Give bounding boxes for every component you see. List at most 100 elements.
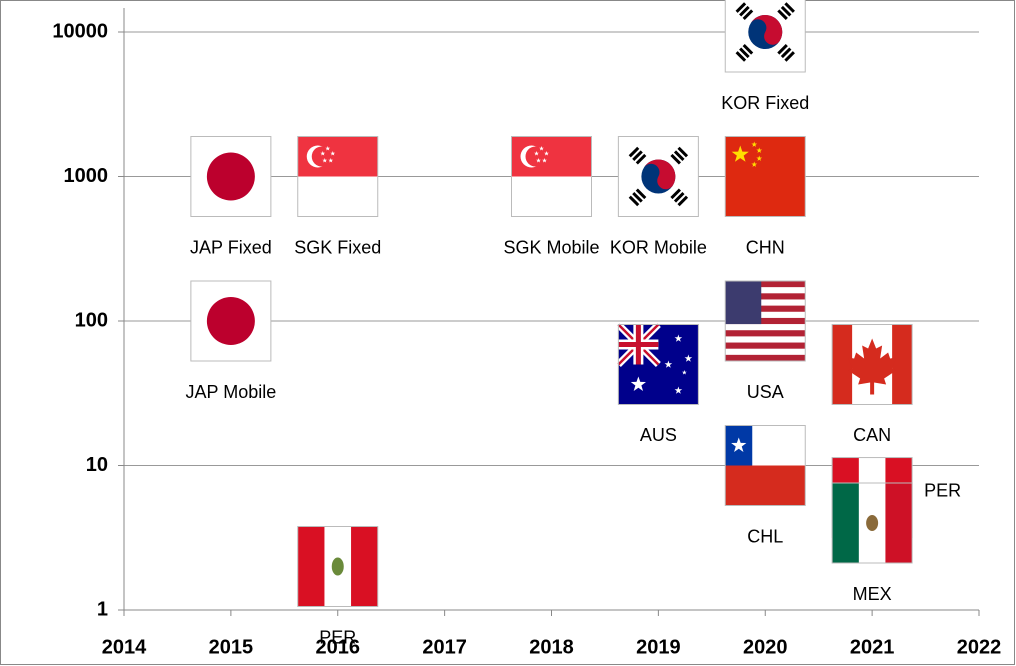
x-tick-label: 2016 [316, 636, 361, 658]
flag-stripe [725, 342, 806, 349]
y-tick-label: 10 [86, 454, 108, 476]
y-tick-label: 1 [97, 598, 108, 620]
flag-marker [831, 482, 913, 564]
flag-frame [724, 0, 806, 73]
flag-band [832, 483, 859, 564]
flag-marker [617, 136, 699, 217]
x-tick-label: 2019 [636, 636, 681, 658]
flag-bar [628, 146, 640, 158]
flag-bar [677, 146, 689, 158]
flag-star [544, 151, 549, 156]
flag-field [511, 176, 592, 217]
flag-star [630, 376, 646, 391]
flag-stripe [725, 330, 806, 337]
flag-marker [190, 136, 272, 217]
flag-bar [673, 150, 685, 161]
y-tick-label: 1000 [64, 165, 109, 187]
point-label: CHL [747, 526, 783, 546]
flag-star [674, 386, 683, 394]
point-label: PER [924, 480, 961, 500]
point-label: CHN [746, 237, 785, 257]
flag-marker [511, 136, 592, 217]
flag-frame [617, 136, 699, 217]
flag-star [330, 151, 336, 156]
flag-bar [784, 2, 795, 13]
flag-star [731, 437, 747, 452]
flag-frame [297, 136, 379, 217]
flag-star [751, 161, 758, 167]
flag-band [885, 483, 913, 564]
flag-star [539, 146, 544, 151]
flag-stripe [725, 293, 806, 300]
flag-stripe [725, 311, 806, 319]
flag-stripe [725, 324, 806, 331]
flag-marker [190, 280, 272, 362]
flag-marker [724, 280, 806, 362]
x-tick-label: 2017 [422, 636, 467, 658]
flag-disc [750, 15, 783, 45]
flag-stripe [725, 299, 806, 306]
flag-moon [525, 146, 546, 167]
flag-frame [724, 280, 806, 362]
flag-star [534, 151, 539, 156]
flag-star [751, 141, 758, 147]
point-label: AUS [640, 425, 677, 445]
flag-star [320, 151, 326, 156]
flag-bar [780, 47, 792, 59]
flag-bar [735, 51, 747, 62]
flag-emblem [866, 515, 879, 532]
flag-star [664, 360, 673, 368]
flag-bar [670, 153, 682, 165]
flag-band [832, 324, 853, 405]
flag-bar [632, 192, 643, 203]
flag-marker [831, 323, 913, 405]
flag-bar [739, 5, 750, 17]
flag-star [756, 147, 763, 153]
flag-bar [742, 9, 754, 20]
flag-star [756, 155, 763, 161]
flag-stripe [725, 354, 806, 362]
flag-frame [297, 526, 379, 608]
flag-bar [632, 150, 643, 161]
flag-marker [724, 0, 806, 73]
point-label: JAP Fixed [190, 237, 272, 257]
flag-bar [670, 188, 682, 200]
flag-bar [777, 9, 788, 20]
flag-stripe [725, 336, 806, 343]
x-tick-label: 2020 [743, 636, 788, 658]
x-tick-label: 2014 [102, 636, 147, 658]
flag-field [297, 176, 378, 217]
point-label: KOR Mobile [610, 237, 707, 257]
flag-moon [311, 146, 332, 167]
flag-star [731, 145, 749, 162]
flag-stripe [725, 317, 806, 325]
flag-marker [724, 136, 806, 217]
flag-band [892, 324, 913, 405]
point-label: PER [319, 627, 356, 647]
flag-emblem [331, 557, 344, 576]
flag-marker [297, 136, 379, 217]
y-tick-label: 100 [75, 309, 108, 331]
flag-frame [724, 425, 806, 506]
point-label: MEX [853, 584, 892, 604]
flag-union [618, 324, 659, 365]
flag-bar [628, 195, 640, 207]
flag-marker [724, 425, 806, 506]
x-tick-label: 2022 [957, 636, 1002, 658]
flag-stripe [725, 305, 806, 313]
flag-bar [739, 47, 750, 59]
point-label: SGK Mobile [503, 237, 599, 257]
flag-canton [725, 281, 762, 325]
flag-bar [777, 44, 788, 55]
flag-bar [742, 44, 754, 55]
flag-bar [735, 2, 747, 13]
flag-frame [190, 280, 272, 362]
flag-disc [206, 297, 255, 345]
flag-star [325, 146, 331, 151]
point-label: KOR Fixed [721, 93, 809, 113]
flag-frame [190, 136, 272, 217]
flag-band [351, 526, 378, 607]
x-tick-label: 2021 [850, 636, 895, 658]
flag-bar [635, 153, 647, 165]
